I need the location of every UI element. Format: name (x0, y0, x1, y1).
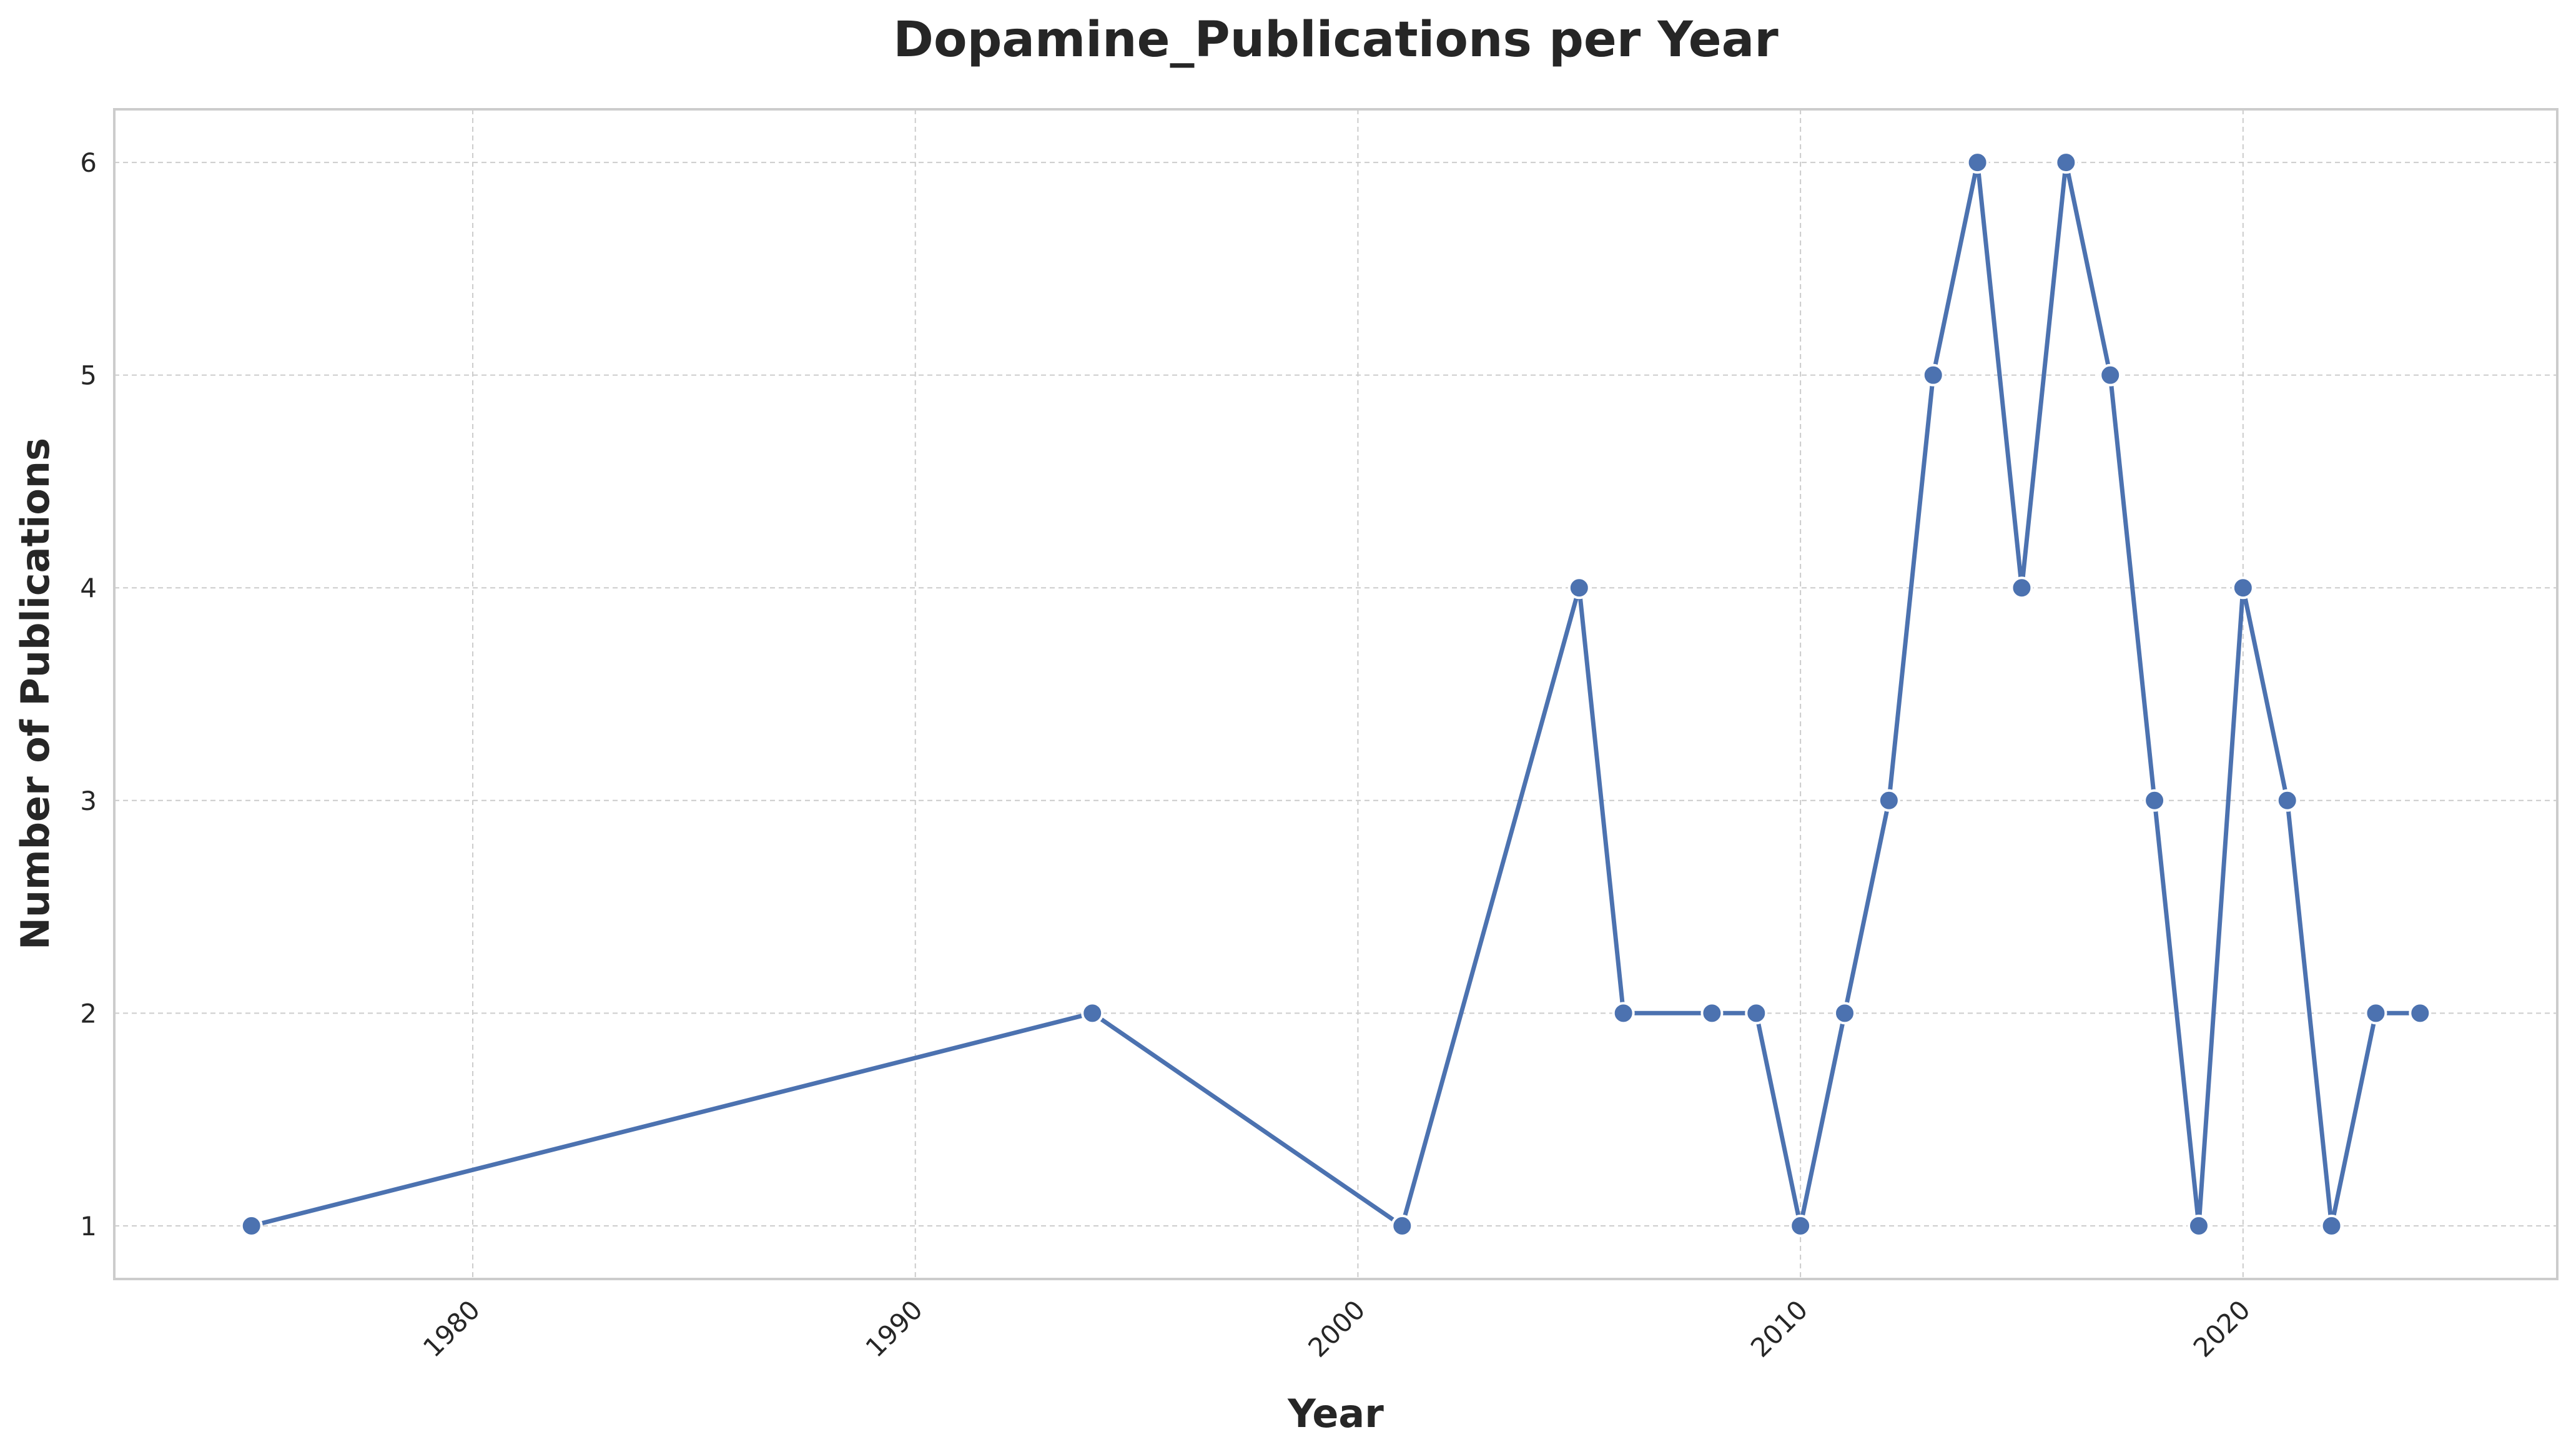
data-point (1745, 1002, 1768, 1025)
data-point (2409, 1002, 2432, 1025)
data-point (1567, 576, 1591, 600)
y-tick-label: 5 (80, 360, 97, 391)
data-point (1612, 1002, 1635, 1025)
data-point (1966, 151, 1989, 174)
data-point (1789, 1214, 1812, 1237)
data-point (2320, 1214, 2343, 1237)
data-point (1922, 363, 1945, 387)
data-point (2187, 1214, 2210, 1237)
y-axis-label: Number of Publications (12, 438, 58, 950)
data-point (2231, 576, 2254, 600)
y-tick-label: 1 (80, 1211, 97, 1242)
y-tick-label: 4 (80, 573, 97, 603)
plot-frame (113, 108, 2559, 1280)
chart-title: Dopamine_Publications per Year (893, 12, 1779, 68)
y-tick-label: 3 (80, 786, 97, 816)
series-layer (240, 151, 2432, 1237)
grid (114, 109, 2557, 1279)
data-point (2143, 789, 2166, 812)
x-axis-label: Year (1287, 1391, 1384, 1436)
data-point (1391, 1214, 1414, 1237)
y-tick-label: 2 (80, 998, 97, 1029)
data-point (1081, 1002, 1104, 1025)
data-point (2099, 363, 2122, 387)
data-point (2055, 151, 2078, 174)
data-point (2010, 576, 2033, 600)
data-point (1877, 789, 1900, 812)
y-axis-ticks: 1 2 3 4 5 6 (80, 147, 97, 1242)
series-line (249, 160, 2422, 1228)
y-tick-label: 6 (80, 147, 97, 178)
data-point (2364, 1002, 2387, 1025)
data-point (2276, 789, 2299, 812)
data-point (1700, 1002, 1724, 1025)
data-point (1833, 1002, 1856, 1025)
data-point (240, 1214, 263, 1237)
